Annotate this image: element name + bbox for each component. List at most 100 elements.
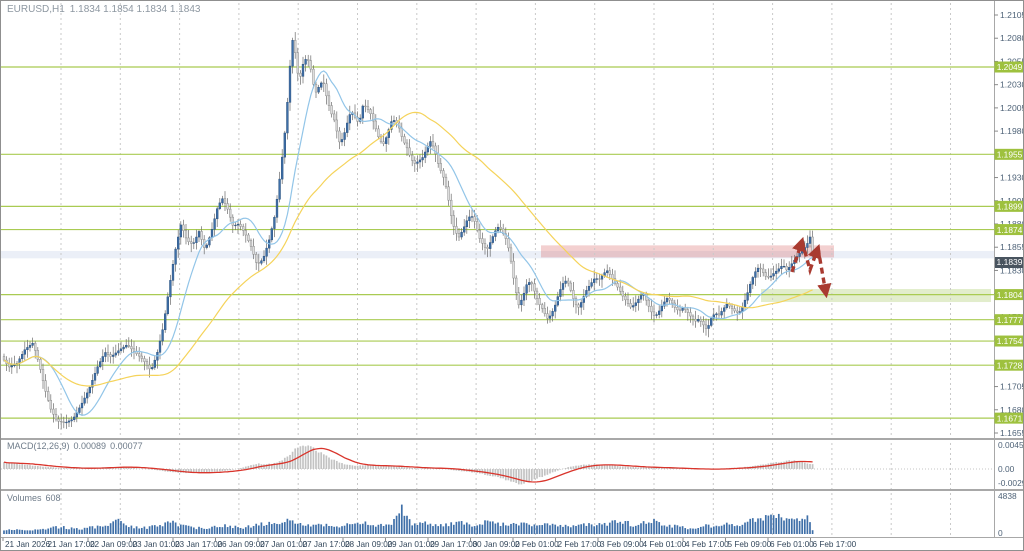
candle-body <box>580 302 583 308</box>
candle-body <box>236 224 240 226</box>
candle-body <box>65 421 68 424</box>
candle-body <box>567 280 570 284</box>
candle-body <box>169 280 172 298</box>
candle-body <box>138 353 141 357</box>
candle-body <box>515 277 518 293</box>
candle-body <box>530 282 533 285</box>
candle-body <box>143 358 146 362</box>
candle-body <box>577 304 580 308</box>
candle-body <box>613 278 617 284</box>
resistance-zone <box>541 245 834 258</box>
candle-body <box>151 367 154 370</box>
candle-body <box>106 352 110 355</box>
candle-body <box>803 247 806 252</box>
level-price-label: 1.1899 <box>997 202 1023 212</box>
candle-body <box>73 416 76 420</box>
candle-body <box>385 137 388 144</box>
candle-body <box>83 397 86 404</box>
candle-body <box>720 311 723 316</box>
candle-body <box>600 275 604 280</box>
forecast-arrow <box>790 236 832 299</box>
candle-body <box>270 228 273 241</box>
candle-body <box>60 421 63 423</box>
candle-body <box>548 315 552 319</box>
candle-body <box>665 298 669 303</box>
candle-body <box>257 262 260 264</box>
candle-body <box>252 246 255 255</box>
candle-body <box>460 231 463 238</box>
candle-body <box>197 231 201 238</box>
candle-body <box>736 310 739 313</box>
candle-body <box>476 221 479 231</box>
candle-body <box>301 63 305 77</box>
candle-body <box>655 314 658 316</box>
candle-body <box>632 305 635 308</box>
candle-body <box>743 299 747 308</box>
candle-body <box>811 236 814 256</box>
candle-body <box>346 122 349 133</box>
candle-body <box>624 295 627 301</box>
candle-body <box>611 274 614 279</box>
candle-body <box>754 271 757 278</box>
candle-body <box>496 227 500 232</box>
price-band-zone <box>1 250 994 259</box>
time-tick-label: 21 Jan 17:00 <box>48 540 96 549</box>
candle-body <box>229 208 232 218</box>
macd-axis-label: 0.00456 <box>998 440 1024 450</box>
time-tick-label: 2 Feb 01:00 <box>515 540 559 549</box>
candle-body <box>730 305 734 309</box>
forecast-arrow-segment <box>790 236 806 273</box>
price-axis[interactable]: 1.2105 1.2080 1.2055 1.2030 1.2005 1.1980 1.19… <box>994 10 1024 538</box>
candle-body <box>788 267 791 271</box>
candle-body <box>447 186 450 201</box>
time-tick-label: 27 Jan 17:00 <box>303 540 351 549</box>
candle-body <box>686 309 689 313</box>
candle-body <box>725 303 728 309</box>
candle-body <box>226 203 229 210</box>
candle-body <box>702 321 705 326</box>
candle-body <box>174 248 177 265</box>
price-tick-label: 1.1680 <box>1000 405 1024 415</box>
candle-body <box>31 342 34 346</box>
candle-body <box>621 291 624 297</box>
candle-body <box>125 345 128 348</box>
candle-body <box>99 361 102 368</box>
time-tick-label: 5 Feb 09:00 <box>728 540 772 549</box>
candle-body <box>434 145 437 155</box>
candle-body <box>723 307 726 312</box>
macd-signal-line <box>3 447 813 483</box>
price-tick-label: 1.2005 <box>1000 103 1024 113</box>
candle-body <box>221 198 224 204</box>
candle-body <box>746 292 749 301</box>
candle-body <box>478 230 481 239</box>
candle-body <box>70 419 73 422</box>
candle-body <box>366 106 370 110</box>
candle-body <box>21 354 24 360</box>
time-tick-label: 4 Feb 17:00 <box>685 540 729 549</box>
candle-body <box>49 399 52 410</box>
candle-body <box>210 229 214 238</box>
pane-dividers <box>1 1 1023 538</box>
candle-body <box>44 380 47 392</box>
candle-body <box>442 170 445 178</box>
candles-layer <box>2 32 814 430</box>
candle-body <box>218 202 221 209</box>
candle-body <box>452 215 455 227</box>
candle-body <box>78 407 81 413</box>
level-price-label-bg <box>994 359 1023 371</box>
candle-body <box>281 156 284 180</box>
candle-body <box>525 284 528 294</box>
candle-body <box>104 352 107 357</box>
candle-body <box>411 154 414 161</box>
candle-body <box>712 314 715 319</box>
candle-body <box>759 267 762 270</box>
candle-body <box>10 365 13 368</box>
macd-label: MACD(12,26,9) 0.00089 0.00077 <box>7 441 147 451</box>
candle-body <box>390 121 393 130</box>
candle-body <box>161 329 164 342</box>
candle-body <box>509 247 513 262</box>
time-tick-label: 6 Feb 17:00 <box>813 540 857 549</box>
